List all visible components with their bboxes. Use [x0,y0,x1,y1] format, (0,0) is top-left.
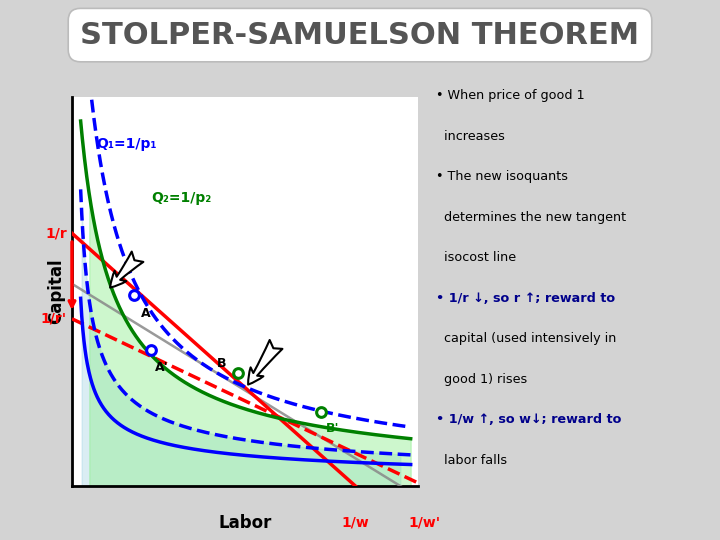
Text: capital (used intensively in: capital (used intensively in [436,332,616,345]
Text: B: B [217,357,227,370]
Text: isocost line: isocost line [436,251,516,264]
Text: A': A' [155,361,168,374]
Text: 1/w': 1/w' [408,515,441,529]
Text: determines the new tangent: determines the new tangent [436,211,626,224]
Text: Q₂=1/p₂: Q₂=1/p₂ [151,191,212,205]
Text: • The new isoquants: • The new isoquants [436,170,567,183]
Y-axis label: Capital: Capital [47,259,65,325]
Text: good 1) rises: good 1) rises [436,373,527,386]
Text: labor falls: labor falls [436,454,507,467]
Text: 1/w: 1/w [341,515,369,529]
Text: • When price of good 1: • When price of good 1 [436,89,584,102]
Text: Q₁=1/p₁: Q₁=1/p₁ [96,137,157,151]
Text: • 1/w ↑, so w↓; reward to: • 1/w ↑, so w↓; reward to [436,413,621,426]
Text: STOLPER-SAMUELSON THEOREM: STOLPER-SAMUELSON THEOREM [81,21,639,50]
Text: A: A [141,307,150,320]
Text: 1/r': 1/r' [41,312,67,326]
Text: • 1/r ↓, so r ↑; reward to: • 1/r ↓, so r ↑; reward to [436,292,615,305]
X-axis label: Labor: Labor [218,514,271,532]
Text: 1/r: 1/r [45,226,67,240]
Text: B': B' [326,422,340,435]
Text: increases: increases [436,130,505,143]
